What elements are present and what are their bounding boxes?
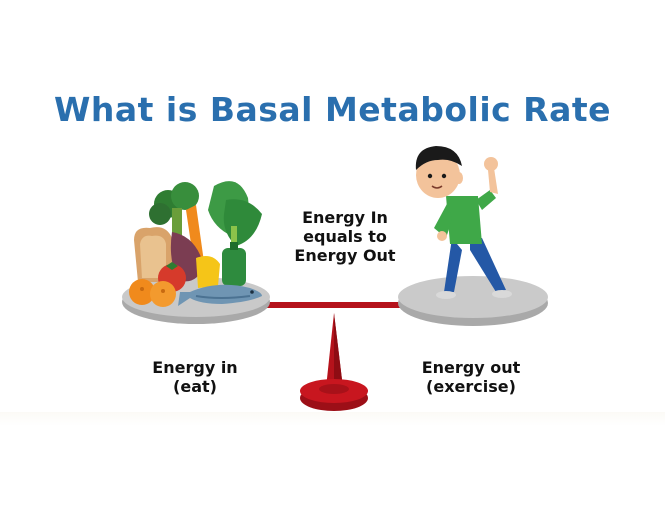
energy-in-label: Energy in (eat) [120, 358, 270, 396]
center-line-1: Energy In [302, 208, 388, 227]
food-pile [129, 181, 262, 307]
scale-stand [300, 313, 368, 411]
energy-balance-text: Energy In equals to Energy Out [270, 208, 420, 265]
page-title: What is Basal Metabolic Rate [53, 90, 612, 129]
energy-out-line-2: (exercise) [426, 377, 516, 396]
energy-in-line-1: Energy in [152, 358, 238, 377]
energy-out-label: Energy out (exercise) [396, 358, 546, 396]
center-line-3: Energy Out [294, 246, 396, 265]
right-plate [398, 276, 548, 326]
floor-shadow [0, 412, 665, 426]
exercising-boy [415, 146, 512, 299]
center-line-2: equals to [303, 227, 387, 246]
energy-in-line-2: (eat) [173, 377, 217, 396]
energy-out-line-1: Energy out [421, 358, 521, 377]
